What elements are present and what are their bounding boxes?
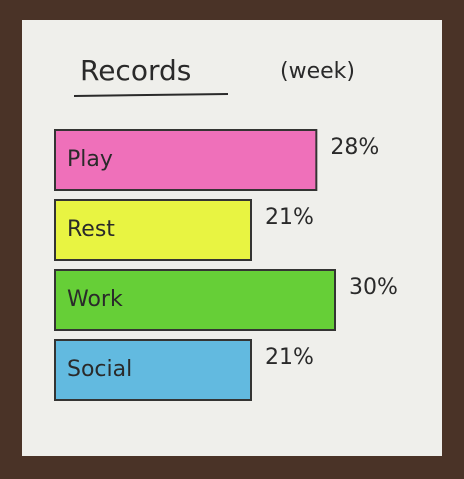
chart-title: Records [80,54,191,87]
bar [54,129,318,191]
value-label: 21% [265,345,314,370]
category-label: Rest [67,217,115,242]
chart-subtitle: (week) [280,59,355,84]
category-label: Play [67,147,113,172]
bar [54,199,252,261]
bar [54,339,252,401]
value-label: 28% [330,135,379,160]
category-label: Social [67,357,132,382]
bar [54,269,336,331]
title-underline [73,93,229,97]
value-label: 30% [349,275,398,300]
category-label: Work [67,287,123,312]
value-label: 21% [265,205,314,230]
